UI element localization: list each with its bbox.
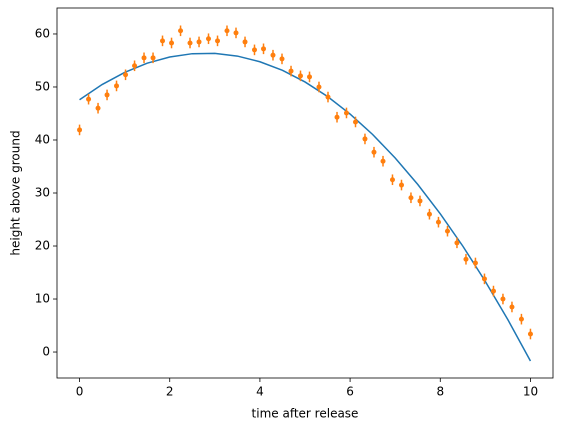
data-point xyxy=(325,94,331,100)
data-point xyxy=(114,83,120,89)
data-point xyxy=(417,198,423,204)
data-point xyxy=(500,296,506,302)
y-tick-label: 50 xyxy=(35,79,50,93)
data-point xyxy=(169,40,175,46)
data-point xyxy=(380,158,386,164)
data-point xyxy=(334,114,340,120)
data-point xyxy=(104,92,110,98)
data-point xyxy=(178,28,184,34)
data-point xyxy=(279,56,285,62)
data-point xyxy=(353,119,359,125)
data-point xyxy=(463,256,469,262)
data-point xyxy=(398,182,404,188)
data-point xyxy=(261,46,267,52)
curve xyxy=(79,52,532,362)
x-tick-label: 4 xyxy=(256,385,264,399)
y-tick-label: 20 xyxy=(35,239,50,253)
data-point xyxy=(426,211,432,217)
data-point xyxy=(196,39,202,45)
data-point xyxy=(481,276,487,282)
data-point xyxy=(435,219,441,225)
data-point xyxy=(224,28,230,34)
data-point xyxy=(187,40,193,46)
data-point xyxy=(141,55,147,61)
y-tick-label: 60 xyxy=(35,26,50,40)
x-tick-label: 6 xyxy=(346,385,354,399)
x-axis-label: time after release xyxy=(252,407,359,421)
data-point xyxy=(316,84,322,90)
plot-frame xyxy=(56,7,554,379)
data-point xyxy=(132,63,138,69)
data-point xyxy=(242,39,248,45)
data-point xyxy=(509,304,515,310)
data-point xyxy=(389,177,395,183)
data-point xyxy=(408,195,414,201)
x-tick-label: 8 xyxy=(436,385,444,399)
data-point xyxy=(123,72,129,78)
data-point xyxy=(371,149,377,155)
data-point xyxy=(95,105,101,111)
y-tick-label: 10 xyxy=(35,292,50,306)
x-tick-label: 0 xyxy=(76,385,84,399)
data-point xyxy=(270,52,276,58)
data-point xyxy=(150,55,156,61)
y-tick-label: 40 xyxy=(35,132,50,146)
data-point xyxy=(86,96,92,102)
data-point xyxy=(343,110,349,116)
data-point xyxy=(362,136,368,142)
y-tick-label: 0 xyxy=(42,345,50,359)
data-point xyxy=(77,127,83,133)
data-point xyxy=(233,30,239,36)
data-point xyxy=(454,240,460,246)
data-point xyxy=(472,260,478,266)
y-axis-label: height above ground xyxy=(9,130,23,255)
data-point xyxy=(160,38,166,44)
y-tick-label: 30 xyxy=(35,186,50,200)
x-tick-label: 10 xyxy=(523,385,538,399)
data-point xyxy=(297,73,303,79)
data-point xyxy=(206,36,212,42)
data-point xyxy=(215,38,221,44)
data-point xyxy=(444,228,450,234)
data-point xyxy=(490,288,496,294)
data-point xyxy=(307,74,313,80)
data-point xyxy=(527,331,533,337)
data-point xyxy=(251,47,257,53)
data-point xyxy=(518,316,524,322)
data-point xyxy=(288,68,294,74)
x-tick-label: 2 xyxy=(166,385,174,399)
